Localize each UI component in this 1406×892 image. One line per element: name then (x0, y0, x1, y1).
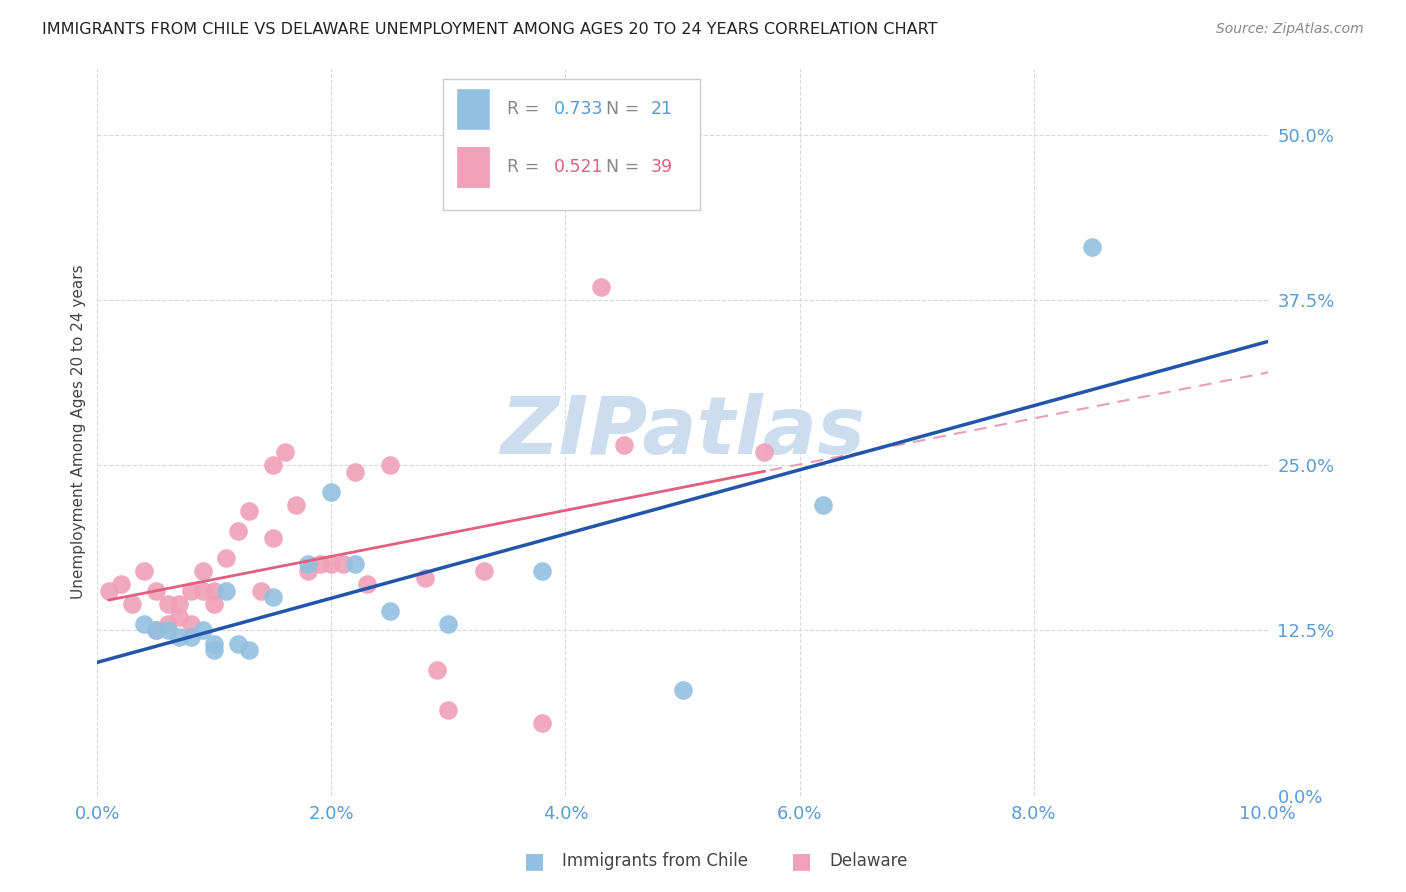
Text: IMMIGRANTS FROM CHILE VS DELAWARE UNEMPLOYMENT AMONG AGES 20 TO 24 YEARS CORRELA: IMMIGRANTS FROM CHILE VS DELAWARE UNEMPL… (42, 22, 938, 37)
Point (202, 597, 225, 611)
Point (811, 498, 834, 512)
Text: Delaware: Delaware (830, 852, 908, 870)
Point (343, 558, 366, 572)
Text: Source: ZipAtlas.com: Source: ZipAtlas.com (1216, 22, 1364, 37)
Point (134, 564, 156, 578)
Point (413, 571, 436, 585)
Point (378, 604, 401, 618)
Point (134, 616, 156, 631)
Point (156, 597, 179, 611)
Text: ZIPatlas: ZIPatlas (501, 393, 865, 471)
Text: N =: N = (606, 158, 645, 176)
Point (202, 643, 225, 657)
Text: 0.733: 0.733 (554, 100, 603, 118)
Point (202, 583, 225, 598)
Point (332, 558, 354, 572)
Point (145, 624, 167, 638)
Point (238, 504, 260, 518)
Point (754, 445, 776, 459)
Point (121, 597, 143, 611)
Text: 21: 21 (651, 100, 673, 118)
FancyBboxPatch shape (443, 79, 700, 211)
Point (285, 498, 308, 512)
Point (169, 630, 191, 644)
Point (156, 616, 179, 631)
Point (110, 577, 132, 591)
Point (215, 583, 238, 598)
Point (308, 558, 330, 572)
Point (262, 531, 284, 545)
Point (191, 583, 214, 598)
Point (226, 524, 249, 539)
Text: ■: ■ (792, 851, 811, 871)
Point (531, 564, 554, 578)
FancyBboxPatch shape (457, 147, 489, 187)
Point (356, 577, 378, 591)
Point (297, 564, 319, 578)
Point (378, 458, 401, 473)
Point (180, 583, 202, 598)
Point (472, 564, 495, 578)
Point (1081, 240, 1104, 254)
Text: ■: ■ (524, 851, 544, 871)
Point (156, 624, 179, 638)
Point (262, 591, 284, 605)
Text: 0.521: 0.521 (554, 158, 603, 176)
Point (531, 716, 554, 731)
Point (191, 624, 214, 638)
Y-axis label: Unemployment Among Ages 20 to 24 years: Unemployment Among Ages 20 to 24 years (72, 265, 86, 599)
Point (297, 558, 319, 572)
Point (321, 558, 343, 572)
Point (671, 683, 693, 698)
Point (437, 616, 460, 631)
Point (145, 583, 167, 598)
Point (262, 458, 284, 473)
Point (145, 624, 167, 638)
Point (343, 465, 366, 479)
Text: 39: 39 (651, 158, 673, 176)
Point (613, 438, 636, 452)
Text: N =: N = (606, 100, 645, 118)
FancyBboxPatch shape (457, 89, 489, 128)
Point (226, 637, 249, 651)
Text: R =: R = (508, 100, 544, 118)
Point (215, 550, 238, 565)
Point (589, 279, 612, 293)
Point (169, 597, 191, 611)
Point (321, 484, 343, 499)
Point (273, 445, 295, 459)
Text: Immigrants from Chile: Immigrants from Chile (562, 852, 748, 870)
Point (250, 583, 273, 598)
Point (98, 583, 121, 598)
Point (169, 610, 191, 624)
Point (191, 564, 214, 578)
Point (180, 630, 202, 644)
Point (437, 703, 460, 717)
Point (180, 616, 202, 631)
Point (238, 643, 260, 657)
Point (202, 637, 225, 651)
Point (426, 663, 449, 677)
Text: R =: R = (508, 158, 544, 176)
